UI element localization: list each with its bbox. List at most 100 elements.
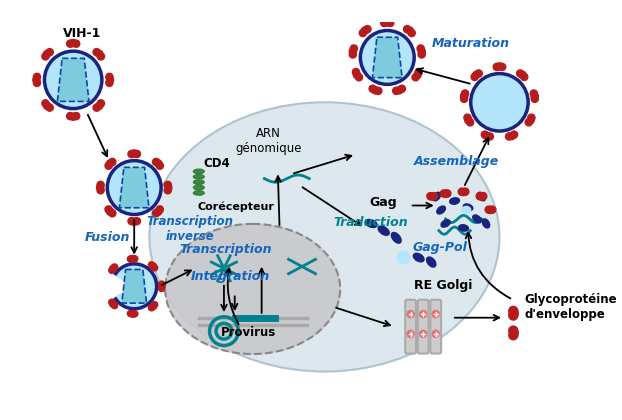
FancyArrowPatch shape (162, 270, 191, 285)
Circle shape (105, 206, 112, 213)
Circle shape (106, 74, 113, 81)
Circle shape (397, 251, 410, 264)
Circle shape (432, 310, 439, 318)
Circle shape (429, 193, 436, 200)
Ellipse shape (378, 226, 389, 235)
Ellipse shape (149, 102, 499, 372)
Circle shape (407, 330, 414, 337)
FancyArrowPatch shape (455, 315, 499, 320)
Circle shape (111, 302, 118, 309)
Circle shape (129, 311, 136, 317)
Circle shape (150, 303, 157, 310)
Circle shape (131, 218, 138, 225)
Circle shape (387, 19, 394, 26)
Circle shape (109, 299, 115, 305)
Ellipse shape (450, 198, 460, 204)
Circle shape (404, 26, 411, 33)
FancyArrowPatch shape (417, 68, 470, 84)
Circle shape (106, 160, 114, 167)
Circle shape (159, 281, 165, 287)
Circle shape (44, 102, 51, 110)
Text: Assemblage: Assemblage (414, 155, 499, 168)
Circle shape (150, 263, 157, 269)
Circle shape (412, 74, 419, 81)
Circle shape (408, 29, 415, 37)
Circle shape (73, 40, 80, 47)
Ellipse shape (193, 175, 204, 179)
Text: Transcription: Transcription (180, 243, 272, 256)
Circle shape (70, 113, 77, 120)
Circle shape (361, 27, 368, 34)
Circle shape (398, 85, 406, 92)
Circle shape (111, 264, 118, 270)
Ellipse shape (193, 185, 204, 190)
Circle shape (432, 330, 439, 337)
Ellipse shape (478, 192, 486, 201)
Polygon shape (122, 270, 147, 303)
Ellipse shape (437, 206, 445, 214)
Circle shape (128, 150, 135, 158)
Circle shape (67, 113, 74, 120)
Circle shape (128, 256, 134, 262)
Circle shape (471, 74, 478, 81)
Wedge shape (115, 264, 157, 309)
Circle shape (486, 133, 493, 140)
Circle shape (109, 158, 116, 165)
Ellipse shape (193, 191, 204, 195)
Circle shape (360, 31, 414, 84)
Circle shape (531, 92, 539, 100)
Circle shape (152, 210, 160, 217)
FancyArrowPatch shape (466, 233, 511, 299)
Circle shape (440, 190, 447, 197)
Circle shape (33, 76, 40, 84)
Circle shape (105, 162, 112, 169)
Circle shape (151, 302, 157, 308)
Text: Transcription
inverse: Transcription inverse (146, 215, 233, 243)
Circle shape (443, 190, 451, 197)
Circle shape (159, 283, 165, 289)
Circle shape (128, 218, 135, 225)
Circle shape (487, 206, 494, 214)
FancyArrowPatch shape (412, 203, 432, 208)
Circle shape (349, 48, 356, 55)
Circle shape (164, 181, 172, 189)
Circle shape (407, 310, 414, 318)
Ellipse shape (413, 253, 424, 262)
Circle shape (374, 87, 382, 94)
Circle shape (148, 262, 155, 268)
Circle shape (509, 306, 518, 315)
Circle shape (353, 71, 361, 79)
Text: Glycoprotéine
d'enveloppe: Glycoprotéine d'enveloppe (524, 293, 617, 321)
Ellipse shape (458, 225, 468, 231)
FancyArrowPatch shape (294, 155, 351, 173)
Text: Gag: Gag (369, 196, 397, 208)
Circle shape (148, 304, 155, 311)
Circle shape (131, 150, 138, 157)
Circle shape (353, 68, 360, 76)
Circle shape (129, 255, 136, 262)
Circle shape (493, 63, 500, 71)
Circle shape (44, 50, 51, 58)
Ellipse shape (193, 180, 204, 184)
Circle shape (107, 160, 161, 215)
Circle shape (132, 256, 138, 262)
Circle shape (133, 218, 141, 225)
Circle shape (509, 309, 518, 318)
Circle shape (417, 45, 424, 52)
Text: Fusion: Fusion (85, 231, 130, 244)
Circle shape (530, 90, 537, 97)
Circle shape (519, 71, 526, 79)
Circle shape (159, 285, 165, 291)
Circle shape (106, 208, 114, 215)
Circle shape (369, 85, 376, 92)
Circle shape (465, 117, 472, 124)
Circle shape (418, 48, 425, 55)
FancyBboxPatch shape (418, 300, 429, 354)
Circle shape (509, 311, 518, 320)
Circle shape (509, 328, 518, 337)
Circle shape (466, 119, 474, 126)
FancyArrowPatch shape (225, 268, 239, 324)
Circle shape (384, 19, 391, 26)
Text: Gag-Pol: Gag-Pol (412, 241, 467, 254)
Circle shape (483, 132, 491, 139)
